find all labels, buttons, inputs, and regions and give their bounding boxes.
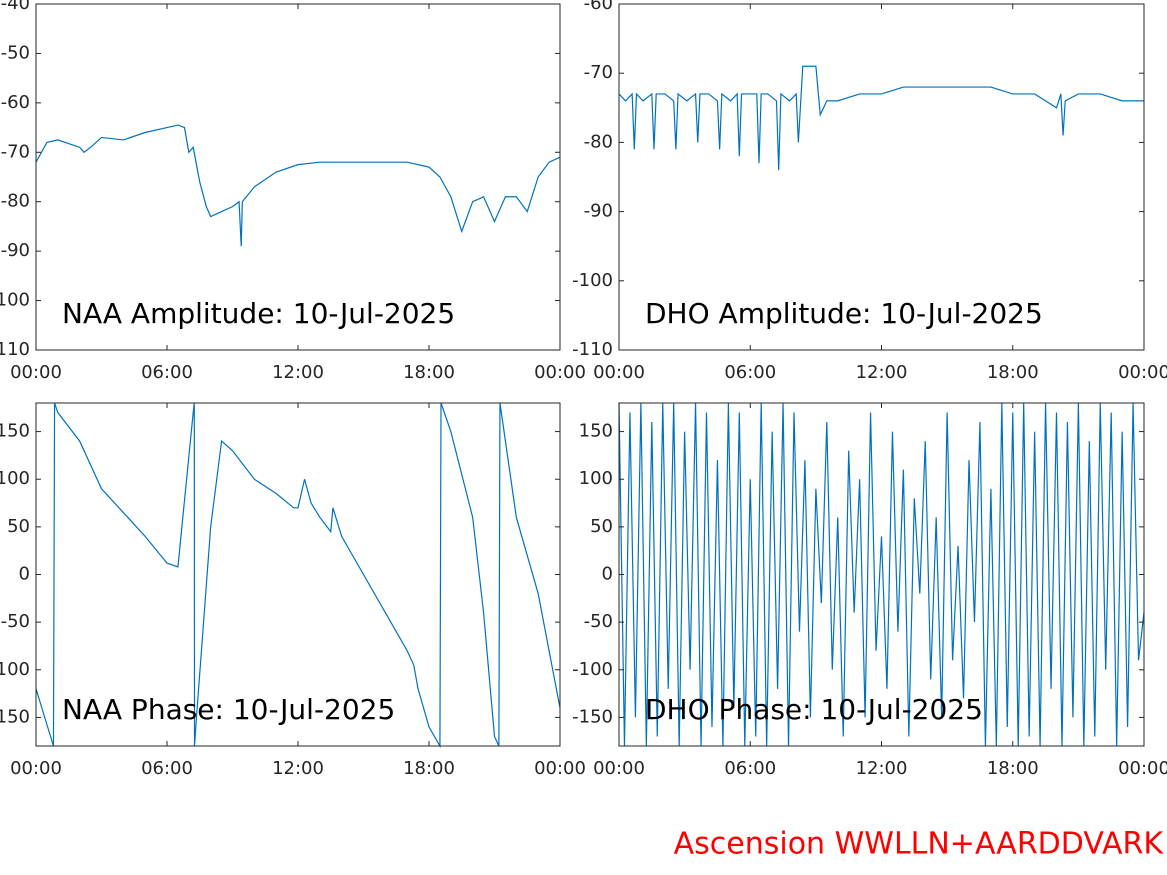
y-tick-label: -100 (0, 659, 30, 680)
panel-title: DHO Amplitude: 10-Jul-2025 (645, 297, 1043, 330)
y-tick-label: -90 (1, 240, 30, 261)
y-tick-label: 0 (602, 564, 613, 585)
y-tick-label: -150 (572, 706, 613, 727)
x-tick-label: 00:00 (534, 758, 586, 779)
y-tick-label: 150 (0, 421, 30, 442)
data-line (618, 402, 1145, 747)
y-tick-label: -50 (1, 611, 30, 632)
y-tick-label: -60 (584, 0, 613, 14)
y-tick-label: -80 (1, 191, 30, 212)
plot-area (619, 403, 1144, 746)
x-tick-label: 12:00 (856, 362, 908, 383)
y-tick-label: 100 (579, 468, 613, 489)
y-tick-label: 0 (19, 564, 30, 585)
x-tick-label: 12:00 (856, 758, 908, 779)
y-tick-label: -110 (0, 339, 30, 360)
y-tick-label: -100 (0, 290, 30, 311)
y-tick-label: -80 (584, 131, 613, 152)
data-line (35, 124, 561, 247)
data-line (618, 65, 1144, 171)
x-tick-label: 06:00 (724, 362, 776, 383)
y-tick-label: -150 (0, 706, 30, 727)
x-tick-label: 12:00 (272, 362, 324, 383)
y-tick-label: -40 (1, 0, 30, 14)
x-tick-label: 06:00 (724, 758, 776, 779)
x-tick-label: 00:00 (10, 758, 62, 779)
y-tick-label: -50 (584, 611, 613, 632)
x-tick-label: 18:00 (403, 758, 455, 779)
y-tick-label: -90 (584, 201, 613, 222)
x-tick-label: 18:00 (987, 758, 1039, 779)
x-tick-label: 12:00 (272, 758, 324, 779)
y-tick-label: 150 (579, 421, 613, 442)
plot-area (36, 403, 560, 746)
x-tick-label: 00:00 (593, 362, 645, 383)
footer: Ascension WWLLN+AARDDVARK (674, 827, 1165, 862)
data-line (35, 402, 561, 749)
x-tick-label: 06:00 (141, 758, 193, 779)
panel-title: NAA Phase: 10-Jul-2025 (62, 693, 395, 726)
y-tick-label: -110 (572, 339, 613, 360)
plot-area (36, 4, 560, 350)
panel-title: DHO Phase: 10-Jul-2025 (645, 693, 983, 726)
panel-title: NAA Amplitude: 10-Jul-2025 (62, 297, 455, 330)
y-tick-label: -100 (572, 270, 613, 291)
y-tick-label: -100 (572, 659, 613, 680)
x-tick-label: 00:00 (534, 362, 586, 383)
y-tick-label: 50 (7, 516, 30, 537)
y-tick-label: 100 (0, 468, 30, 489)
x-tick-label: 18:00 (403, 362, 455, 383)
plot-area (619, 4, 1144, 350)
y-tick-label: -60 (1, 92, 30, 113)
x-tick-label: 00:00 (1118, 362, 1167, 383)
x-tick-label: 06:00 (141, 362, 193, 383)
x-tick-label: 00:00 (593, 758, 645, 779)
y-tick-label: -70 (584, 62, 613, 83)
x-tick-label: 00:00 (1118, 758, 1167, 779)
y-tick-label: -70 (1, 141, 30, 162)
y-tick-label: 50 (590, 516, 613, 537)
x-tick-label: 00:00 (10, 362, 62, 383)
y-tick-label: -50 (1, 42, 30, 63)
x-tick-label: 18:00 (987, 362, 1039, 383)
